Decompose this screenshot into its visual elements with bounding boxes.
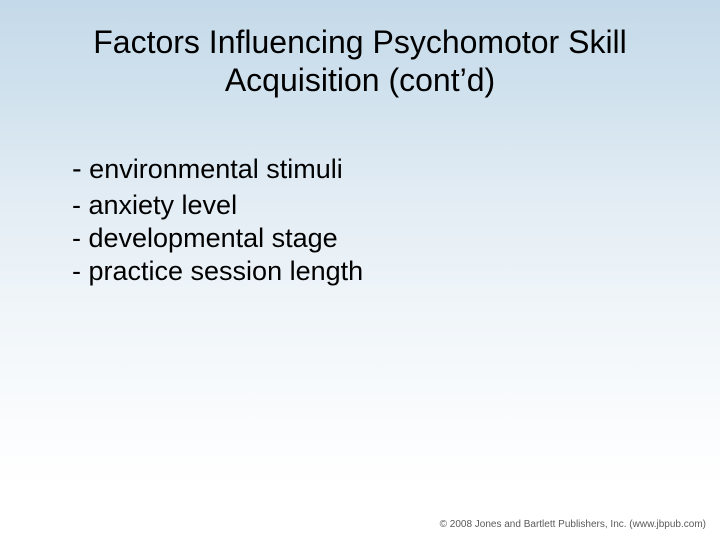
- list-item: - environmental stimuli: [72, 152, 363, 187]
- list-item-text: environmental stimuli: [82, 154, 343, 184]
- copyright-footer: © 2008 Jones and Bartlett Publishers, In…: [440, 519, 706, 530]
- slide-title-line2: Acquisition (cont’d): [30, 62, 690, 100]
- list-item: - developmental stage: [72, 222, 363, 255]
- slide-content: - environmental stimuli - anxiety level …: [72, 152, 363, 288]
- slide: Factors Influencing Psychomotor Skill Ac…: [0, 0, 720, 540]
- list-dash: -: [72, 153, 82, 185]
- list-item: - anxiety level: [72, 189, 363, 222]
- list-item: - practice session length: [72, 255, 363, 288]
- slide-title: Factors Influencing Psychomotor Skill Ac…: [30, 24, 690, 100]
- slide-title-line1: Factors Influencing Psychomotor Skill: [30, 24, 690, 62]
